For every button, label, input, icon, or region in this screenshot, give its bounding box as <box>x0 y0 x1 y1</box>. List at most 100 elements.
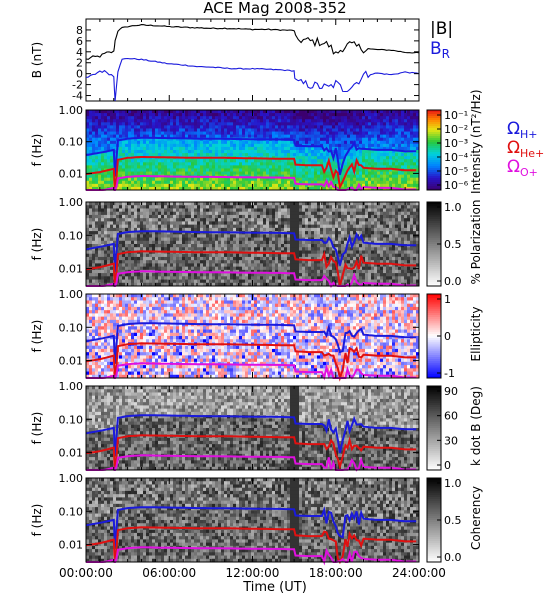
spectrogram-cell <box>242 168 246 172</box>
spectrogram-cell <box>281 125 285 129</box>
spectrogram-cell <box>113 146 117 151</box>
spectrogram-cell <box>251 211 255 216</box>
spectrogram-cell <box>137 253 141 258</box>
spectrogram-cell <box>140 208 144 213</box>
spectrogram-cell <box>410 177 414 182</box>
spectrogram-cell <box>164 205 168 209</box>
spectrogram-cell <box>92 162 96 166</box>
spectrogram-cell <box>341 125 345 129</box>
spectrogram-cell <box>314 140 318 145</box>
spectrogram-cell <box>209 211 213 216</box>
spectrogram-cell <box>311 276 315 280</box>
spectrogram-cell <box>266 174 270 179</box>
spectrogram-cell <box>290 227 294 232</box>
spectrogram-cell <box>311 162 315 166</box>
spectrogram-cell <box>164 137 168 142</box>
spectrogram-cell <box>197 171 201 176</box>
spectrogram-cell <box>167 140 171 145</box>
spectrogram-cell <box>416 183 420 188</box>
spectrogram-cell <box>398 183 402 188</box>
spectrogram-cell <box>92 122 96 126</box>
spectrogram-cell <box>311 131 315 136</box>
spectrogram-cell <box>191 128 195 132</box>
spectrogram-cell <box>389 146 393 151</box>
spectrogram-cell <box>389 153 393 157</box>
spectrogram-cell <box>188 227 192 232</box>
spectrogram-cell <box>107 269 111 274</box>
spectrogram-cell <box>143 266 147 271</box>
spectrogram-cell <box>242 146 246 151</box>
spectrogram-cell <box>332 122 336 126</box>
spectrogram-cell <box>116 128 120 132</box>
spectrogram-cell <box>188 237 192 242</box>
spectrogram-cell <box>386 177 390 182</box>
spectrogram-cell <box>185 119 189 123</box>
spectrogram-cell <box>89 240 93 245</box>
spectrogram-cell <box>95 263 99 268</box>
spectrogram-cell <box>314 116 318 120</box>
spectrogram-cell <box>275 244 279 248</box>
spectrogram-cell <box>164 143 168 148</box>
spectrogram-cell <box>245 282 249 287</box>
spectrogram-cell <box>164 273 168 277</box>
spectrogram-cell <box>257 186 261 191</box>
spectrogram-cell <box>248 140 252 145</box>
spectrogram-cell <box>302 240 306 245</box>
spectrogram-cell <box>329 125 333 129</box>
spectrogram-cell <box>311 208 315 213</box>
spectrogram-cell <box>341 110 345 114</box>
spectrogram-cell <box>248 116 252 120</box>
spectrogram-cell <box>248 218 252 222</box>
spectrogram-cell <box>296 266 300 271</box>
spectrogram-cell <box>284 134 288 139</box>
spectrogram-cell <box>131 146 135 151</box>
spectrogram-cell <box>347 143 351 148</box>
spectrogram-cell <box>206 159 210 163</box>
spectrogram-cell <box>371 119 375 123</box>
spectrogram-cell <box>281 146 285 151</box>
spectrogram-cell <box>284 122 288 126</box>
spectrogram-cell <box>260 165 264 169</box>
spectrogram-cell <box>245 131 249 136</box>
spectrogram-cell <box>284 186 288 191</box>
spectrogram-cell <box>263 116 267 120</box>
spectrogram-cell <box>410 134 414 139</box>
spectrogram-cell <box>326 137 330 142</box>
spectrogram-cell <box>227 273 231 277</box>
spectrogram-cell <box>200 202 204 206</box>
spectrogram-cell <box>104 221 108 226</box>
spectrogram-cell <box>122 122 126 126</box>
y-tick-label: 0 <box>76 68 83 81</box>
spectrogram-cell <box>182 256 186 261</box>
spectrogram-cell <box>245 180 249 185</box>
spectrogram-cell <box>287 150 291 154</box>
spectrogram-cell <box>95 202 99 206</box>
spectrogram-cell <box>224 224 228 229</box>
spectrogram-cell <box>281 214 285 219</box>
spectrogram-cell <box>359 131 363 136</box>
spectrogram-cell <box>212 260 216 264</box>
spectrogram-cell <box>173 171 177 176</box>
spectrogram-cell <box>107 231 111 235</box>
spectrogram-cell <box>167 279 171 284</box>
spectrogram-cell <box>149 150 153 154</box>
spectrogram-cell <box>224 208 228 213</box>
spectrogram-cell <box>89 137 93 142</box>
spectrogram-cell <box>248 113 252 117</box>
spectrogram-cell <box>236 273 240 277</box>
spectrogram-cell <box>389 110 393 114</box>
spectrogram-cell <box>317 174 321 179</box>
spectrogram-cell <box>293 168 297 172</box>
spectrogram-cell <box>389 128 393 132</box>
spectrogram-cell <box>233 150 237 154</box>
spectrogram-cell <box>398 116 402 120</box>
spectrogram-cell <box>161 146 165 151</box>
spectrogram-cell <box>248 177 252 182</box>
spectrogram-cell <box>104 266 108 271</box>
spectrogram-cell <box>326 174 330 179</box>
spectrogram-cell <box>275 146 279 151</box>
spectrogram-cell <box>119 276 123 280</box>
spectrogram-cell <box>101 279 105 284</box>
spectrogram-cell <box>155 202 159 206</box>
